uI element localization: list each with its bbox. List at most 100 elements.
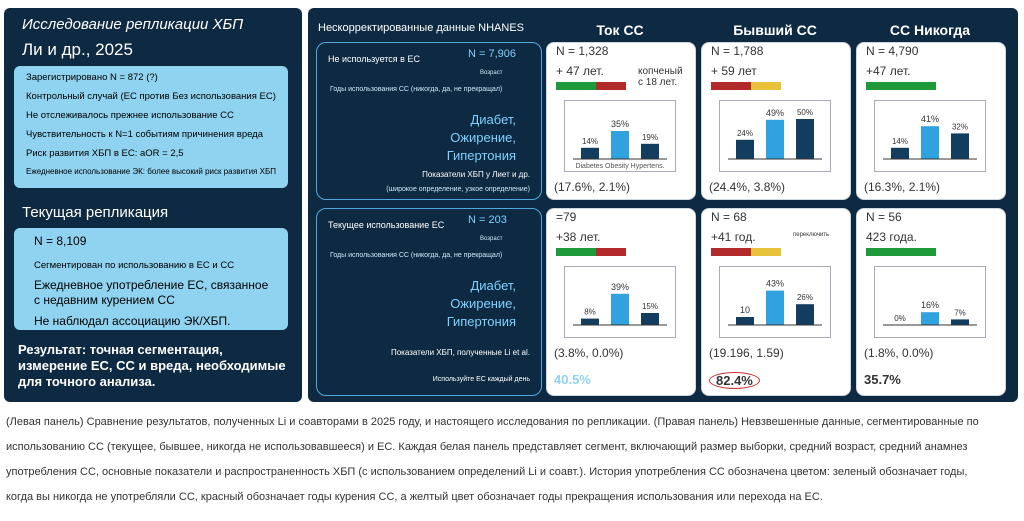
bar-label: 14% xyxy=(892,137,908,146)
label-ckd-note: (широкое определение, узкое определение) xyxy=(386,186,530,193)
result: Результат: точная сегментация, измерение… xyxy=(18,342,286,389)
history-strip xyxy=(866,248,906,256)
history-strip xyxy=(906,248,936,256)
bar-label: 41% xyxy=(921,114,939,124)
study-item: Ежедневное использование ЭК: более высок… xyxy=(26,167,276,176)
bar-chart: 8% 39% 15% xyxy=(564,266,676,338)
label-ckd: Показатели ХБП у Лиет и др. xyxy=(422,170,530,179)
study-item: Контрольный случай (ЕС против Без исполь… xyxy=(26,91,276,102)
label-n: N = 7,906 xyxy=(468,48,517,60)
bar-chart: 14% 35% 19% Diabetes Obesity Hypertens. xyxy=(564,100,676,172)
bar xyxy=(736,139,754,159)
bar xyxy=(921,126,939,159)
label-age: Возраст xyxy=(480,70,503,76)
bar xyxy=(641,313,659,325)
authors: Ли и др., 2025 xyxy=(22,40,133,59)
card-n: N = 1,328 xyxy=(556,44,609,58)
study-item: Зарегистрировано N = 872 (?) xyxy=(26,72,158,83)
label-condition: Гипертония xyxy=(446,314,516,329)
right-header: Нескорректированные данные NHANES xyxy=(318,22,524,34)
bar xyxy=(581,147,599,159)
history-strip xyxy=(751,248,781,256)
card-result: (17.6%, 2.1%) xyxy=(554,180,631,194)
replication-item: Не наблюдал ассоциацию ЭК/ХБП. xyxy=(34,314,231,328)
bar-label: 35% xyxy=(611,119,629,129)
bar-label: 24% xyxy=(737,129,753,138)
study-item: Риск развития ХБП в ЕС: aOR = 2,5 xyxy=(26,148,184,159)
bar-label: 19% xyxy=(642,133,658,142)
bar xyxy=(951,133,969,159)
history-strip xyxy=(906,82,936,90)
card-n: N = 68 xyxy=(711,210,747,224)
card-share: 82.4% xyxy=(709,372,760,389)
bar-chart: 24% 49% 50% xyxy=(719,100,831,172)
label-condition: Диабет, xyxy=(470,278,516,293)
card-n: N = 56 xyxy=(866,210,902,224)
history-strip xyxy=(711,248,751,256)
history-strip xyxy=(866,82,906,90)
history-strip xyxy=(596,82,626,90)
label-title: Не используется в ЕС xyxy=(328,54,420,64)
label-years: Годы использования СС (никогда, да, не п… xyxy=(330,86,503,93)
bar xyxy=(611,131,629,159)
bar-label: 15% xyxy=(642,302,658,311)
card-age: +47 лет. xyxy=(866,64,911,78)
column-header: Бывший СС xyxy=(733,22,817,38)
card-age: +38 лет. xyxy=(556,230,601,244)
card-result: (24.4%, 3.8%) xyxy=(709,180,786,194)
replication-title: Текущая репликация xyxy=(22,204,169,221)
bar xyxy=(951,319,969,325)
history-strip xyxy=(711,82,751,90)
card-n: N = 4,790 xyxy=(866,44,919,58)
bar-label: 50% xyxy=(797,108,813,117)
bar-label: 49% xyxy=(766,108,784,118)
column-header: Ток СС xyxy=(596,22,644,38)
study-item: Чувствительность к N=1 событиям причинен… xyxy=(26,129,263,140)
replication-item: N = 8,109 xyxy=(34,234,87,248)
history-strip xyxy=(751,82,781,90)
card-result: (1.8%, 0.0%) xyxy=(864,346,934,360)
caption-line: (Левая панель) Сравнение результатов, по… xyxy=(6,416,979,428)
label-condition: Гипертония xyxy=(446,148,516,163)
caption-line: употребления СС, основные показатели и р… xyxy=(6,466,968,478)
study-box xyxy=(14,66,288,188)
bar xyxy=(766,119,784,159)
label-title: Текущее использование ЕС xyxy=(328,220,445,230)
history-strip xyxy=(556,248,596,256)
bar-chart: 14% 41% 32% xyxy=(874,100,986,172)
card-age: 423 года. xyxy=(866,230,917,244)
bar xyxy=(611,293,629,325)
bar-label: 26% xyxy=(797,293,813,302)
card-result: (19.196, 1.59) xyxy=(709,346,784,360)
left-title: Исследование репликации ХБП xyxy=(22,16,244,33)
card-age: + 47 лет. xyxy=(556,64,604,78)
study-item: Не отслеживалось прежнее использование С… xyxy=(26,110,234,121)
card-result: (3.8%, 0.0%) xyxy=(554,346,624,360)
card-share: 35.7% xyxy=(864,372,901,387)
bar xyxy=(766,290,784,325)
bar xyxy=(796,304,814,325)
label-box xyxy=(316,42,542,200)
bar-chart: 10 43% 26% xyxy=(719,266,831,338)
replication-box xyxy=(14,228,288,330)
column-header: СС Никогда xyxy=(889,22,971,38)
label-condition: Ожирение, xyxy=(450,130,516,145)
bar-label: 14% xyxy=(582,137,598,146)
label-box xyxy=(316,208,542,396)
bar-label: 10 xyxy=(740,305,750,315)
bar-label: 7% xyxy=(954,308,966,317)
label-age: Возраст xyxy=(480,236,503,242)
caption-line: использованию СС (текущее, бывшее, никог… xyxy=(6,441,968,453)
label-years: Годы использования СС (никогда, да, не п… xyxy=(330,252,503,259)
bar-label: 8% xyxy=(584,308,596,317)
card-age: +41 год. xyxy=(711,230,756,244)
bar-caption: Diabetes Obesity Hypertens. xyxy=(575,163,664,170)
card-note: копченый с 18 лет. xyxy=(638,66,683,88)
label-footer: Используйте ЕС каждый день xyxy=(432,376,530,383)
bar xyxy=(581,318,599,325)
card-share: 40.5% xyxy=(554,372,591,387)
bar-label: 0% xyxy=(894,314,906,323)
history-strip xyxy=(596,248,626,256)
card-n: N = 1,788 xyxy=(711,44,764,58)
